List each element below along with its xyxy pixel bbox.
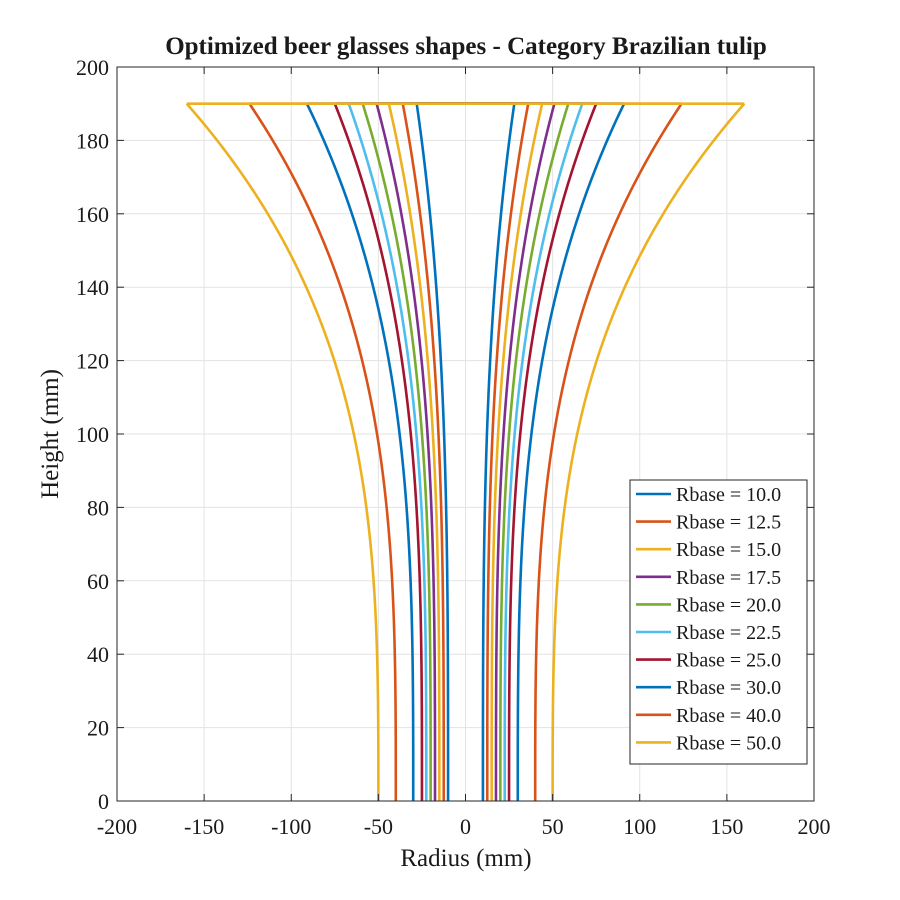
series-left-wall xyxy=(185,102,380,802)
x-tick-label: 150 xyxy=(710,814,743,839)
y-tick-label: 0 xyxy=(98,789,109,814)
series-right-wall xyxy=(516,103,626,802)
y-tick-label: 160 xyxy=(76,202,109,227)
series-right-wall xyxy=(499,103,570,801)
legend-label: Rbase = 30.0 xyxy=(676,677,781,699)
legend-label: Rbase = 12.5 xyxy=(676,512,781,534)
y-tick-label: 40 xyxy=(87,642,109,667)
x-tick-label: -100 xyxy=(271,814,311,839)
y-tick-label: 200 xyxy=(76,55,109,80)
chart-title: Optimized beer glasses shapes - Category… xyxy=(165,33,767,60)
series-right-wall xyxy=(481,103,516,801)
plot-area xyxy=(185,102,746,802)
series-left-wall xyxy=(347,103,428,801)
series-right-wall xyxy=(533,102,683,801)
series-left-wall xyxy=(387,103,441,801)
y-tick-label: 60 xyxy=(87,569,109,594)
series-right-wall xyxy=(503,103,584,801)
series-left-wall xyxy=(401,103,446,801)
y-tick-label: 80 xyxy=(87,495,109,520)
series-left-wall xyxy=(248,102,398,801)
x-tick-label: -50 xyxy=(364,814,393,839)
legend-label: Rbase = 25.0 xyxy=(676,650,781,672)
series-left-wall xyxy=(333,103,424,801)
legend-label: Rbase = 15.0 xyxy=(676,539,781,561)
series-line xyxy=(185,102,746,802)
x-tick-label: 200 xyxy=(798,814,831,839)
legend-box xyxy=(629,479,808,765)
y-tick-label: 140 xyxy=(76,275,109,300)
y-axis-label: Height (mm) xyxy=(37,369,64,499)
series-left-wall xyxy=(361,103,432,801)
x-tick-label: 0 xyxy=(460,814,471,839)
series-left-wall xyxy=(415,103,450,801)
x-tick-label: -200 xyxy=(97,814,137,839)
legend-label: Rbase = 50.0 xyxy=(676,732,781,754)
legend: Rbase = 10.0 Rbase = 12.5 Rbase = 15.0 Rbas… xyxy=(629,479,808,765)
legend-label: Rbase = 20.0 xyxy=(676,594,781,616)
x-tick-label: -150 xyxy=(184,814,224,839)
series-left-wall xyxy=(305,103,415,801)
y-tick-label: 20 xyxy=(87,716,109,741)
legend-label: Rbase = 22.5 xyxy=(676,622,781,644)
legend-label: Rbase = 40.0 xyxy=(676,705,781,727)
legend-label: Rbase = 17.5 xyxy=(676,567,781,589)
series-left-wall xyxy=(375,103,437,801)
y-tick-label: 180 xyxy=(76,128,109,153)
legend-label: Rbase = 10.0 xyxy=(676,484,781,506)
series-right-wall xyxy=(490,103,544,801)
series-right-wall xyxy=(485,103,530,801)
ticks: -200 -150 -100 -50 0 50 100 150 200 0 20 40 60 80 100 1… xyxy=(76,55,831,839)
x-tick-label: 50 xyxy=(542,814,564,839)
series-right-wall xyxy=(507,103,598,801)
series-right-wall xyxy=(494,103,556,801)
y-tick-label: 100 xyxy=(76,422,109,447)
x-tick-label: 100 xyxy=(623,814,656,839)
series-right-wall xyxy=(551,102,746,801)
x-axis-label: Radius (mm) xyxy=(400,845,531,872)
y-tick-label: 120 xyxy=(76,349,109,374)
